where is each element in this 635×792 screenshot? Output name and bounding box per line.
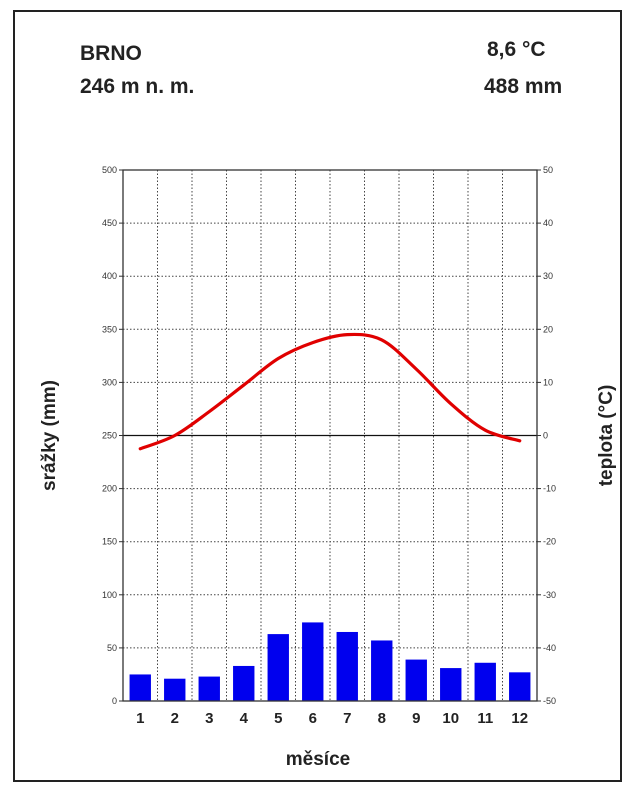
y-right-tick-label: 0 xyxy=(543,431,548,441)
precipitation-bar-12 xyxy=(509,672,531,701)
annual-precipitation: 488 mm xyxy=(484,75,563,98)
mean-temperature: 8,6 °C xyxy=(487,38,546,61)
precipitation-bar-8 xyxy=(371,640,393,701)
x-tick-label: 11 xyxy=(477,710,493,727)
precipitation-bar-4 xyxy=(233,665,255,701)
precipitation-bar-9 xyxy=(405,659,427,701)
precipitation-bar-6 xyxy=(302,622,324,701)
station-name: BRNO xyxy=(80,42,142,65)
y-left-tick-label: 0 xyxy=(112,696,117,706)
y-left-tick-label: 350 xyxy=(102,324,117,334)
x-tick-label: 1 xyxy=(136,710,144,727)
precipitation-bar-7 xyxy=(336,631,358,701)
x-tick-label: 2 xyxy=(171,710,179,727)
y-left-tick-label: 500 xyxy=(102,165,117,175)
x-tick-label: 7 xyxy=(343,710,351,727)
x-tick-label: 12 xyxy=(511,710,528,727)
y-left-tick-label: 400 xyxy=(102,271,117,281)
y-right-tick-label: -20 xyxy=(543,537,556,547)
y-right-tick-label: 20 xyxy=(543,324,553,334)
y-left-tick-label: 250 xyxy=(102,431,117,441)
y-right-tick-label: -10 xyxy=(543,484,556,494)
y-left-tick-label: 450 xyxy=(102,218,117,228)
y-right-tick-label: 40 xyxy=(543,218,553,228)
y-left-tick-label: 100 xyxy=(102,590,117,600)
precipitation-bar-11 xyxy=(474,662,496,701)
y-right-tick-label: 10 xyxy=(543,377,553,387)
x-tick-label: 5 xyxy=(274,710,282,727)
precipitation-bar-10 xyxy=(440,668,462,701)
temperature-line xyxy=(138,332,522,451)
y-left-tick-label: 200 xyxy=(102,484,117,494)
precipitation-bar-1 xyxy=(129,674,151,701)
y-left-tick-label: 300 xyxy=(102,377,117,387)
y-right-axis-label: teplota (°C) xyxy=(596,385,617,487)
x-tick-label: 10 xyxy=(442,710,459,727)
y-right-tick-label: 30 xyxy=(543,271,553,281)
precipitation-bar-2 xyxy=(164,678,186,701)
y-right-tick-label: -50 xyxy=(543,696,556,706)
y-right-tick-label: 50 xyxy=(543,165,553,175)
precipitation-bar-5 xyxy=(267,634,289,701)
y-left-tick-label: 50 xyxy=(107,643,117,653)
x-axis-label: měsíce xyxy=(286,749,350,770)
x-tick-label: 6 xyxy=(309,710,317,727)
station-altitude: 246 m n. m. xyxy=(80,75,195,98)
x-tick-label: 8 xyxy=(378,710,386,727)
x-tick-label: 9 xyxy=(412,710,420,727)
y-left-tick-label: 150 xyxy=(102,537,117,547)
x-tick-label: 4 xyxy=(240,710,249,727)
y-right-tick-label: -40 xyxy=(543,643,556,653)
x-tick-label: 3 xyxy=(205,710,213,727)
precipitation-bar-3 xyxy=(198,676,220,701)
y-right-tick-label: -30 xyxy=(543,590,556,600)
y-left-axis-label: srážky (mm) xyxy=(39,380,60,491)
